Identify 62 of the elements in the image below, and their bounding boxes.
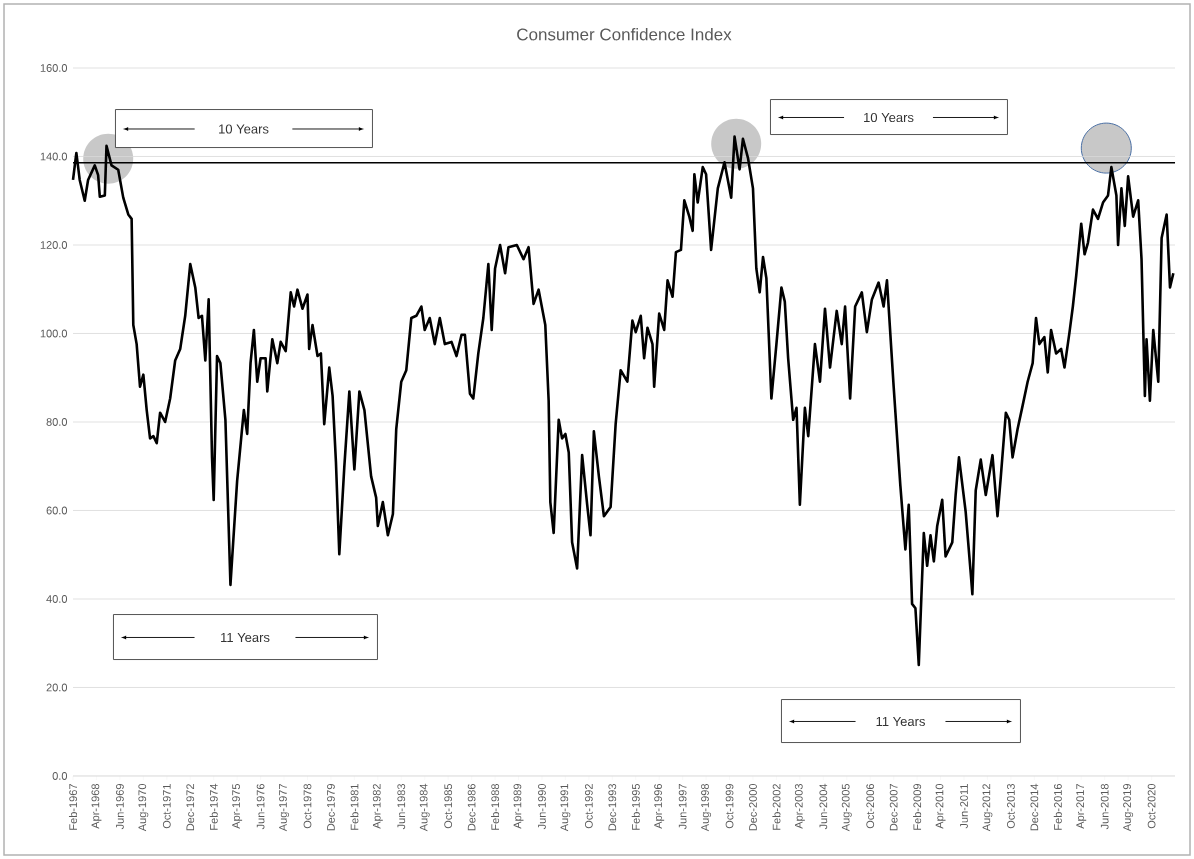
x-tick-label: Oct-2020 [1147,783,1156,829]
x-tick-label: Feb-1974 [209,783,218,830]
annotation: 11 Years [221,632,270,643]
x-tick-label: Apr-1968 [91,784,102,829]
x-tick-label: Aug-1984 [419,783,430,832]
y-tick-label: 120.0 [40,241,68,249]
x-tick-label: Oct-1978 [303,784,312,829]
chart-title: Consumer Confidence Index [517,27,732,41]
x-tick-label: Feb-1995 [631,784,640,830]
x-tick-label: Aug-1991 [560,784,571,832]
x-tick-label: Apr-1989 [513,784,524,829]
x-tick-label: Dec-1986 [467,784,476,831]
x-tick-label: Feb-1967 [68,784,78,830]
x-tick-label: Apr-2010 [935,783,946,829]
x-tick-label: Apr-2003 [794,784,805,829]
x-tick-label: Apr-1996 [654,784,665,829]
x-tick-label: Oct-2006 [866,784,875,829]
x-tick-label: Jun-1983 [397,784,406,830]
y-tick-label: 160.0 [40,64,68,72]
x-tick-label: Feb-1988 [491,784,500,830]
x-tick-label: Jun-1997 [678,784,687,830]
x-tick-label: Feb-2002 [772,784,781,830]
y-tick-label: 60.0 [46,506,68,515]
x-tick-label: Aug-2012 [982,784,993,832]
x-tick-label: Jun-2011 [960,784,968,829]
x-tick-label: Jun-1990 [538,783,546,830]
y-tick-label: 100.0 [40,329,68,338]
x-tick-label: Aug-1998 [701,784,712,832]
x-tick-label: Dec-2014 [1030,783,1039,831]
x-tick-label: Jun-2004 [819,783,828,830]
x-tick-label: Aug-2005 [841,784,852,832]
x-tick-label: Oct-1985 [444,783,453,829]
y-tick-label: 80.0 [46,418,68,426]
y-tick-label: 20.0 [46,683,68,692]
x-tick-label: Apr-1982 [372,784,383,829]
line-series [71,135,1175,667]
x-tick-label: Oct-1992 [584,784,593,829]
annotation: 11 Years [876,716,925,727]
x-tick-label: Oct-2013 [1007,784,1015,829]
x-tick-label: Apr-2017 [1076,784,1087,829]
x-tick-label: Aug-1970 [138,783,149,832]
x-tick-label: Dec-1979 [327,784,335,831]
x-tick-label: Dec-2007 [889,784,898,831]
x-tick-label: Dec-1972 [186,784,195,831]
x-tick-label: Aug-2019 [1123,784,1134,832]
y-tick-label: 140.0 [40,152,68,161]
y-tick-label: 0.0 [52,772,68,780]
x-tick-label: Feb-2009 [913,784,922,830]
x-tick-label: Jun-1976 [256,784,265,830]
x-tick-label: Aug-1977 [279,784,290,832]
annotation: 10 Years [219,124,269,134]
y-tick-label: 40.0 [46,595,68,603]
x-tick-label: Feb-2016 [1053,784,1062,830]
x-tick-label: Dec-2000 [749,783,757,831]
annotation: 10 Years [864,112,914,123]
x-tick-label: Feb-1981 [350,784,359,830]
x-tick-label: Jun-1969 [116,784,124,830]
x-tick-label: Oct-1971 [162,784,171,829]
x-tick-label: Apr-1975 [232,784,243,829]
x-tick-label: Dec-1993 [608,784,617,831]
x-tick-label: Jun-2018 [1100,784,1109,830]
x-tick-label: Oct-1999 [725,784,734,829]
